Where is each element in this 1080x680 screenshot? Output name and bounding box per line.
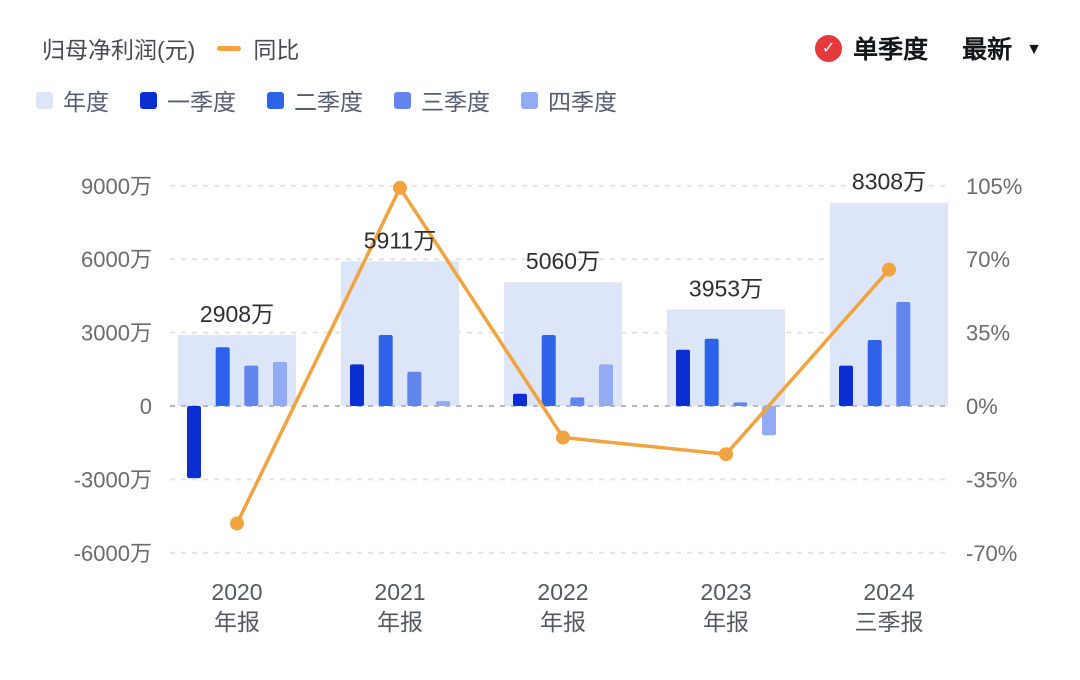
legend-swatch <box>394 91 411 109</box>
svg-text:9000万: 9000万 <box>81 174 152 199</box>
svg-text:0%: 0% <box>966 394 998 419</box>
svg-text:8308万: 8308万 <box>852 169 926 195</box>
quarter-bars <box>187 302 911 479</box>
annual-bars <box>178 202 948 406</box>
legend-label: 三季度 <box>421 89 490 115</box>
legend-swatch <box>267 91 284 109</box>
svg-text:35%: 35% <box>966 321 1010 346</box>
legend-label: 年度 <box>63 89 109 115</box>
svg-text:5060万: 5060万 <box>526 248 600 274</box>
svg-text:-35%: -35% <box>966 467 1017 492</box>
x-axis-labels: 2020 年报 2021 年报 2022 年报 2023 年报 2024 三季报 <box>211 579 923 635</box>
check-icon: ✓ <box>815 34 843 62</box>
chart-title: 归母净利润(元) <box>42 37 196 63</box>
left-axis-labels: 9000万 6000万 3000万 0 -3000万 -6000万 <box>74 174 152 566</box>
legend-label: 四季度 <box>548 89 617 115</box>
legend-label: 一季度 <box>167 89 236 115</box>
right-axis-labels: 105% 70% 35% 0% -35% -70% <box>966 174 1022 566</box>
legend-swatch <box>140 91 157 109</box>
mode-toggle[interactable]: 单季度 <box>853 36 929 64</box>
svg-text:2908万: 2908万 <box>200 301 274 327</box>
annual-value-labels: 2908万 5911万 5060万 3953万 8308万 <box>200 169 926 327</box>
svg-text:-3000万: -3000万 <box>74 467 152 492</box>
svg-text:0: 0 <box>140 394 152 419</box>
chevron-down-icon[interactable]: ▼ <box>1026 40 1042 58</box>
header-right: ✓ 单季度 最新 ▼ <box>815 30 1042 66</box>
yoy-line-swatch <box>217 45 242 51</box>
legend-swatch <box>36 91 53 109</box>
period-select[interactable]: 最新 <box>962 36 1013 64</box>
svg-text:6000万: 6000万 <box>81 247 152 272</box>
svg-text:105%: 105% <box>966 174 1022 199</box>
legend-item-2[interactable]: 二季度 <box>267 83 363 117</box>
legend-swatch <box>521 91 538 109</box>
series-legend: 年度 一季度 二季度 三季度 四季度 <box>36 83 648 117</box>
legend-item-3[interactable]: 三季度 <box>394 83 490 117</box>
legend-item-1[interactable]: 一季度 <box>140 83 236 117</box>
header-left: 归母净利润(元) 同比 <box>42 31 299 65</box>
svg-text:3000万: 3000万 <box>81 321 152 346</box>
yoy-points <box>230 180 896 531</box>
yoy-legend-label: 同比 <box>253 37 300 63</box>
legend-label: 二季度 <box>294 89 363 115</box>
svg-text:-70%: -70% <box>966 541 1017 566</box>
legend-item-4[interactable]: 四季度 <box>521 83 617 117</box>
svg-text:3953万: 3953万 <box>689 275 763 301</box>
legend-item-0[interactable]: 年度 <box>36 83 109 117</box>
svg-text:70%: 70% <box>966 247 1010 272</box>
svg-text:5911万: 5911万 <box>364 227 436 253</box>
chart-header: 归母净利润(元) 同比 ✓ 单季度 最新 ▼ <box>0 30 1080 66</box>
svg-text:-6000万: -6000万 <box>74 541 152 566</box>
